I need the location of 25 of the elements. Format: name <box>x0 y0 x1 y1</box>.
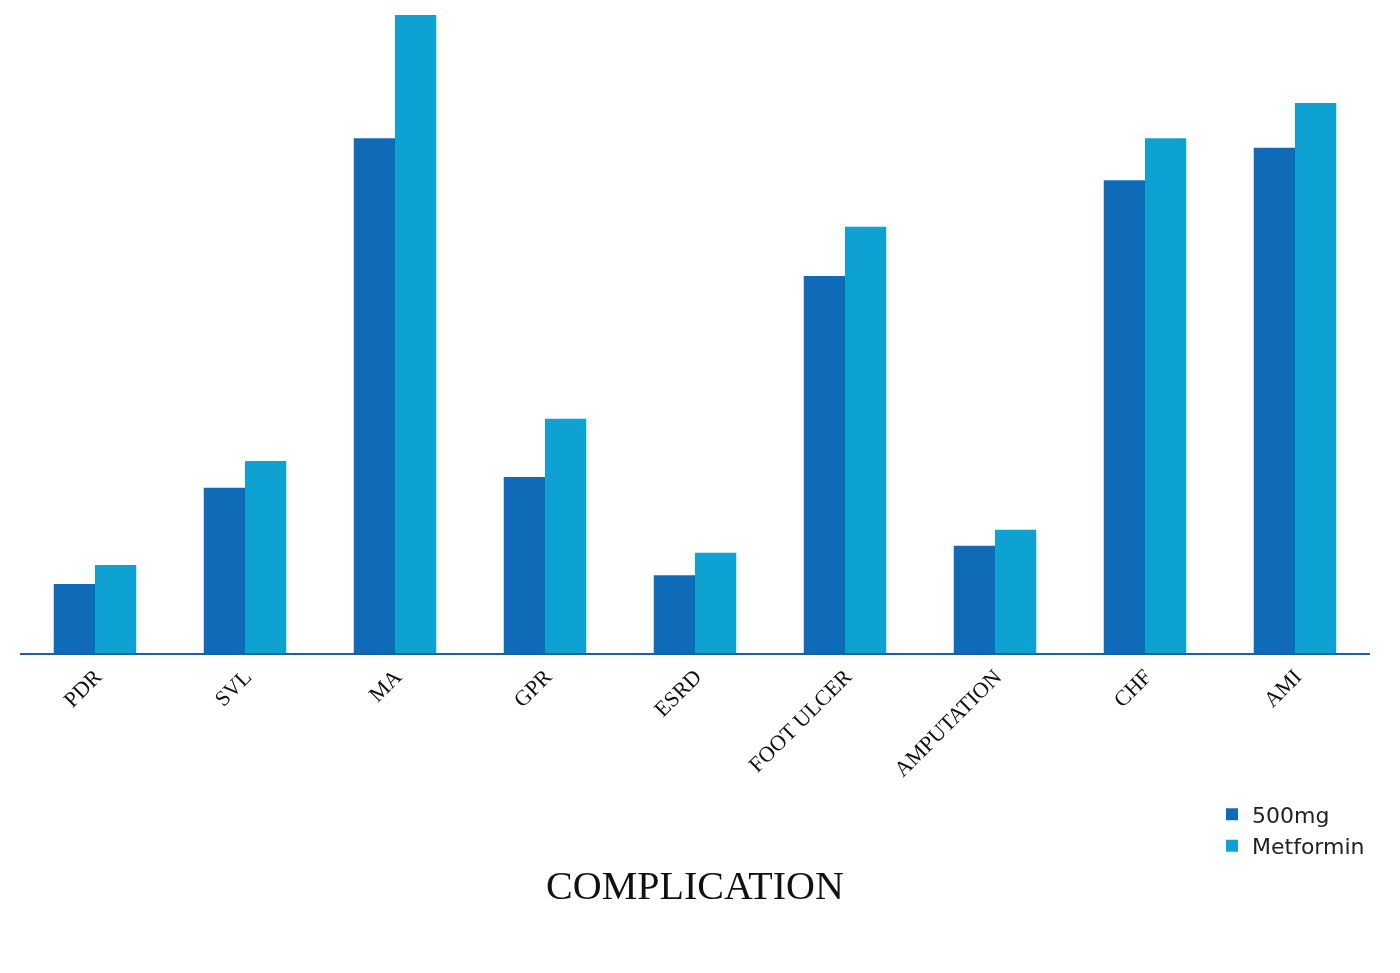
x-axis-title: COMPLICATION <box>546 862 844 908</box>
bar <box>845 226 887 653</box>
x-tick-label: MA <box>363 663 407 707</box>
legend-label: 500mg <box>1252 802 1330 828</box>
bar <box>395 15 437 653</box>
bar <box>95 564 137 653</box>
bar <box>995 529 1037 653</box>
bar <box>353 138 395 653</box>
bar <box>53 584 95 653</box>
x-tick-label: PDR <box>58 663 107 712</box>
bar <box>245 460 287 653</box>
legend-label: Metformin <box>1252 834 1365 860</box>
bar <box>545 418 587 653</box>
bar <box>1103 180 1145 653</box>
bar <box>1145 138 1187 653</box>
bar <box>1253 147 1295 653</box>
x-tick-label: SVL <box>209 664 257 712</box>
bar <box>803 275 845 653</box>
bar <box>203 487 245 653</box>
bar <box>653 575 695 653</box>
bar <box>1295 103 1337 653</box>
x-tick-label: GPR <box>508 663 557 712</box>
bar <box>953 545 995 653</box>
bar <box>695 552 737 653</box>
bar <box>503 476 545 653</box>
